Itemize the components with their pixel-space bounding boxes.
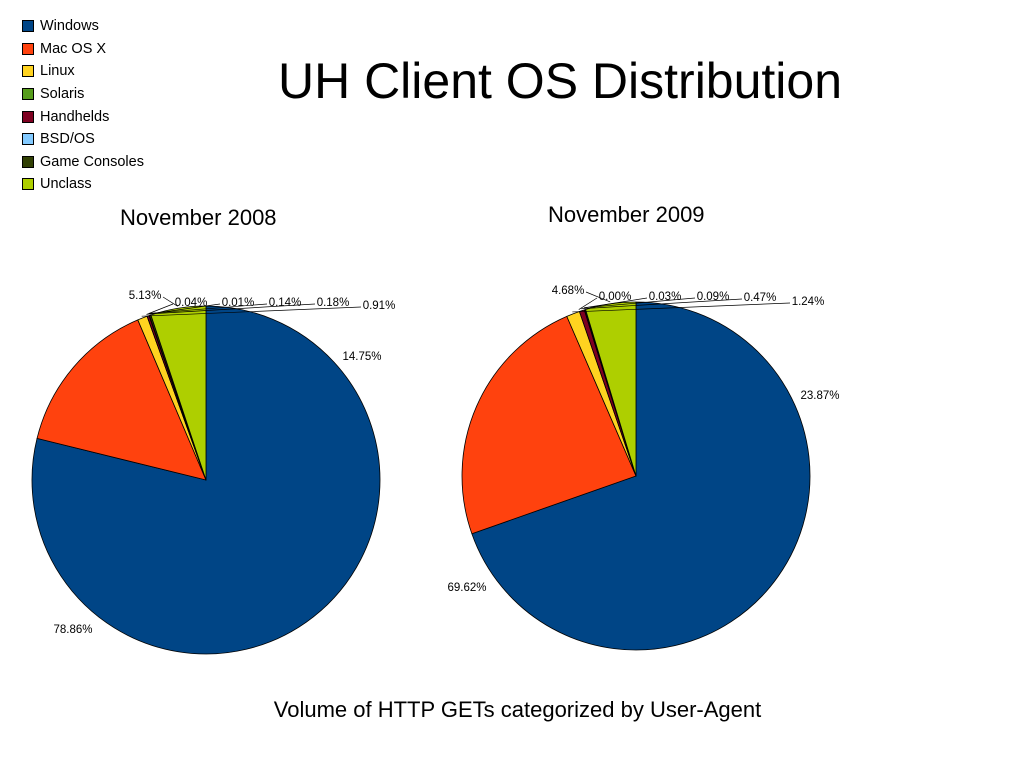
pie-slice-mac-os-x <box>36 319 207 481</box>
legend-label: Mac OS X <box>40 40 107 57</box>
pie-data-label: 0.91% <box>363 300 396 312</box>
chart-title-2009: November 2009 <box>548 202 705 227</box>
label-leader-line <box>141 306 362 317</box>
pie-slice-mac-os-x <box>461 315 637 535</box>
chart-caption: Volume of HTTP GETs categorized by User-… <box>273 697 762 722</box>
chart-legend: Windows Mac OS X Linux Solaris Handhelds BSD/… <box>22 15 144 196</box>
legend-label: BSD/OS <box>40 131 95 148</box>
label-leader-line <box>572 302 791 313</box>
pie-data-label: 0.09% <box>697 291 730 303</box>
label-leader-line <box>584 297 696 309</box>
legend-swatch <box>22 110 34 123</box>
pie-slice-windows <box>471 301 811 651</box>
legend-swatch <box>22 42 34 55</box>
legend-item: Solaris <box>22 83 144 106</box>
legend-label: Game Consoles <box>40 153 144 170</box>
legend-swatch <box>22 178 34 191</box>
legend-label: Handhelds <box>40 108 110 125</box>
pie-data-label: 69.62% <box>447 582 486 594</box>
legend-label: Windows <box>40 18 99 35</box>
legend-swatch <box>22 88 34 101</box>
pie-data-label: 78.86% <box>53 624 92 636</box>
legend-label: Unclass <box>40 176 92 193</box>
label-leader-line <box>585 291 611 303</box>
legend-label: Linux <box>40 63 75 80</box>
pie-data-label: 0.04% <box>175 297 208 309</box>
legend-swatch <box>22 20 34 33</box>
pie-data-label: 0.01% <box>222 297 255 309</box>
pie-data-label: 0.03% <box>649 291 682 303</box>
legend-swatch <box>22 65 34 78</box>
legend-swatch <box>22 133 34 146</box>
legend-item: Mac OS X <box>22 38 144 61</box>
pie-data-label: 14.75% <box>342 351 381 363</box>
pie-data-label: 1.24% <box>792 296 825 308</box>
pie-data-label: 4.68% <box>552 285 585 297</box>
label-leader-line <box>583 297 648 309</box>
label-leader-line <box>148 303 174 314</box>
legend-item: Game Consoles <box>22 151 144 174</box>
page-title: UH Client OS Distribution <box>277 53 843 109</box>
label-leader-line <box>581 298 743 310</box>
pie-chart-1: 69.62% 23.87% 1.24% 0.00% 0.47% 0.03% 0.09% 4.6… <box>447 285 840 651</box>
label-leader-line <box>149 303 268 314</box>
legend-swatch <box>22 155 34 168</box>
chart-title-2008: November 2008 <box>120 205 277 230</box>
label-leader-line <box>578 297 598 310</box>
pie-data-label: 5.13% <box>129 290 162 302</box>
pie-data-label: 23.87% <box>800 390 839 402</box>
pie-data-label: 0.18% <box>317 297 350 309</box>
legend-item: Linux <box>22 60 144 83</box>
pie-data-label: 0.14% <box>269 297 302 309</box>
label-leader-line <box>162 296 178 307</box>
legend-item: Windows <box>22 15 144 38</box>
pie-data-label: 0.47% <box>744 292 777 304</box>
pie-data-label: 0.00% <box>599 291 632 303</box>
label-leader-line <box>147 303 316 315</box>
legend-label: Solaris <box>40 86 85 103</box>
legend-item: BSD/OS <box>22 128 144 151</box>
legend-item: Unclass <box>22 173 144 196</box>
pie-chart-0: 78.86% 14.75% 0.91% 0.01% 0.18% 0.04% 0.14% 5.1… <box>31 290 396 655</box>
legend-item: Handhelds <box>22 105 144 128</box>
